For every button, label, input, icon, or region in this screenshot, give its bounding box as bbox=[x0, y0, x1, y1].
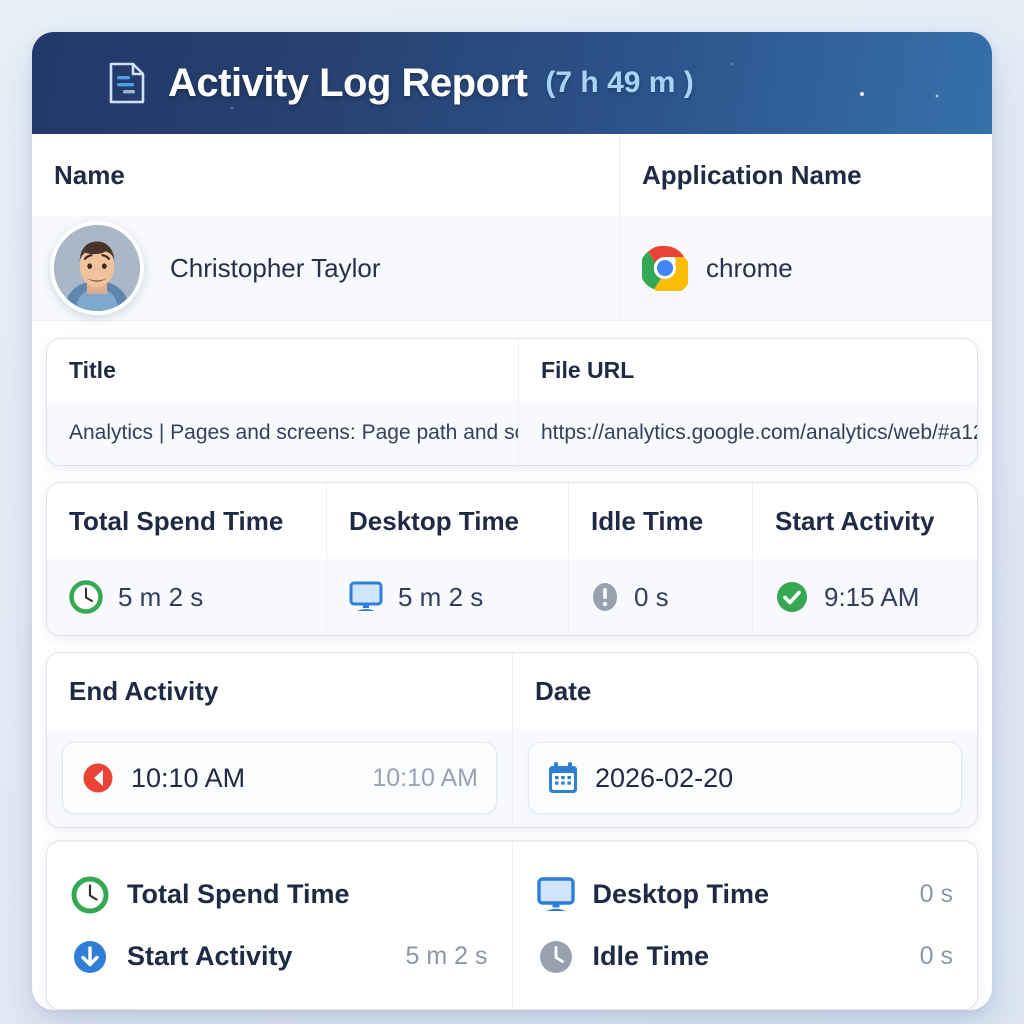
metric-text: 9:15 AM bbox=[824, 581, 920, 612]
metric-header-total-spend-time: Total Spend Time bbox=[47, 483, 327, 559]
metrics-header-row: Total Spend Time Desktop Time Idle Time … bbox=[47, 483, 977, 559]
chrome-icon bbox=[642, 245, 688, 291]
application-column: Application Name chrome bbox=[620, 134, 992, 320]
metric-text: 5 m 2 s bbox=[398, 581, 484, 612]
activity-value-row: 10:10 AM 10:10 AM bbox=[47, 729, 977, 827]
metric-value-total-spend-time: 5 m 2 s bbox=[47, 559, 327, 635]
end-activity-column-header: End Activity bbox=[47, 653, 513, 729]
activity-panel: End Activity Date 10:10 AM 10:10 AM bbox=[47, 653, 977, 827]
summary-label: Desktop Time bbox=[592, 879, 770, 909]
metric-value-desktop-time: 5 m 2 s bbox=[327, 559, 569, 635]
summary-panel: Total Spend Time Start Activity 5 m 2 s bbox=[47, 841, 977, 1009]
summary-label: Total Spend Time bbox=[127, 879, 350, 909]
name-cell: Christopher Taylor bbox=[32, 216, 619, 320]
red-back-clock-icon bbox=[81, 761, 115, 795]
green-clock-icon bbox=[69, 580, 103, 614]
end-activity-pill: 10:10 AM 10:10 AM bbox=[63, 743, 496, 813]
metric-value-start-activity: 9:15 AM bbox=[753, 559, 977, 635]
application-column-header: Application Name bbox=[620, 134, 992, 216]
header-duration: (7 h 49 m ) bbox=[545, 66, 694, 99]
document-report-icon bbox=[108, 61, 146, 105]
activity-header-row: End Activity Date bbox=[47, 653, 977, 729]
blue-down-arrow-icon bbox=[71, 938, 109, 976]
end-activity-cell: 10:10 AM 10:10 AM bbox=[47, 729, 513, 827]
metrics-panel: Total Spend Time Desktop Time Idle Time … bbox=[47, 483, 977, 635]
summary-value: 0 s bbox=[919, 880, 953, 908]
page-info-value-row: Analytics | Pages and screens: Page path… bbox=[47, 401, 977, 465]
metric-header-desktop-time: Desktop Time bbox=[327, 483, 569, 559]
title-column-header: Title bbox=[47, 339, 519, 401]
date-pill: 2026-02-20 bbox=[529, 743, 961, 813]
metric-text: 0 s bbox=[634, 581, 669, 612]
summary-right-column: Desktop Time 0 s Idle Time 0 s bbox=[513, 842, 978, 1009]
avatar bbox=[50, 221, 144, 315]
page-info-header-row: Title File URL bbox=[47, 339, 977, 401]
title-value: Analytics | Pages and screens: Page path… bbox=[47, 401, 519, 465]
gray-clock-icon bbox=[537, 938, 575, 976]
date-cell: 2026-02-20 bbox=[513, 729, 977, 827]
name-column: Name bbox=[32, 134, 620, 320]
application-cell: chrome bbox=[620, 216, 992, 320]
gray-alert-icon bbox=[591, 582, 619, 612]
card-header: Activity Log Report (7 h 49 m ) bbox=[32, 32, 992, 134]
metric-header-start-activity: Start Activity bbox=[775, 505, 935, 536]
page-info-panel: Title File URL Analytics | Pages and scr… bbox=[47, 339, 977, 465]
user-name: Christopher Taylor bbox=[170, 252, 381, 283]
summary-value: 5 m 2 s bbox=[405, 942, 488, 970]
application-name: chrome bbox=[706, 252, 793, 283]
page-title: Activity Log Report bbox=[168, 60, 528, 105]
blue-calendar-icon bbox=[547, 761, 579, 795]
url-value[interactable]: https://analytics.google.com/analytics/w… bbox=[541, 421, 977, 444]
metric-value-idle-time: 0 s bbox=[569, 559, 753, 635]
summary-row-total-spend-time: Total Spend Time bbox=[71, 871, 488, 919]
metric-header-idle-time: Idle Time bbox=[569, 483, 753, 559]
summary-label: Idle Time bbox=[592, 941, 710, 971]
green-check-icon bbox=[775, 580, 809, 614]
url-column-header: File URL bbox=[541, 356, 635, 383]
metric-text: 5 m 2 s bbox=[118, 581, 204, 612]
summary-label: Start Activity bbox=[127, 941, 293, 971]
end-activity-value: 10:10 AM bbox=[131, 762, 246, 793]
blue-monitor-icon bbox=[536, 876, 575, 913]
date-value: 2026-02-20 bbox=[595, 762, 734, 793]
green-clock-icon bbox=[71, 876, 109, 914]
summary-row-desktop-time: Desktop Time 0 s bbox=[536, 871, 953, 919]
blue-monitor-icon bbox=[349, 581, 383, 613]
end-activity-secondary-value: 10:10 AM bbox=[372, 763, 478, 792]
summary-left-column: Total Spend Time Start Activity 5 m 2 s bbox=[47, 842, 513, 1009]
activity-log-card: Activity Log Report (7 h 49 m ) Name bbox=[32, 32, 992, 1010]
identity-table: Name bbox=[32, 134, 992, 321]
summary-row-idle-time: Idle Time 0 s bbox=[537, 933, 953, 981]
metrics-value-row: 5 m 2 s 5 m 2 s bbox=[47, 559, 977, 635]
summary-value: 0 s bbox=[919, 942, 953, 970]
summary-row-start-activity: Start Activity 5 m 2 s bbox=[71, 933, 488, 981]
name-column-header: Name bbox=[32, 134, 619, 216]
date-column-header: Date bbox=[535, 675, 592, 706]
